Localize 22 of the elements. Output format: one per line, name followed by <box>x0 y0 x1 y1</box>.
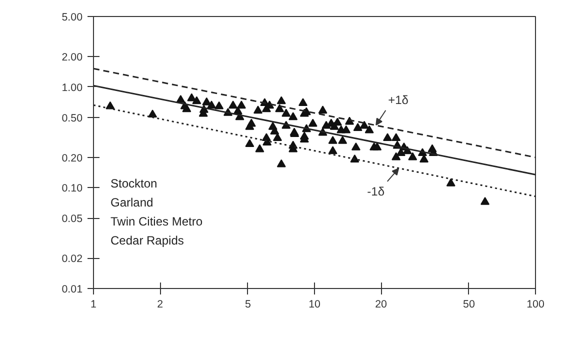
x-tick-label: 100 <box>526 298 544 310</box>
x-tick-label: 10 <box>308 298 320 310</box>
annotation: Stockton <box>110 176 158 190</box>
annotation: Twin Cities Metro <box>110 214 203 228</box>
annotation: +1δ <box>388 92 409 107</box>
annotation: Cedar Rapids <box>110 234 184 248</box>
y-tick-label: 0.10 <box>62 182 83 195</box>
y-tick-label: 0.01 <box>62 284 83 296</box>
y-tick-label: 0.20 <box>62 152 83 164</box>
annotation: Garland <box>110 196 154 210</box>
y-tick-label: 5.00 <box>62 12 83 24</box>
x-tick-label: 50 <box>463 298 475 310</box>
y-tick-label: 2.00 <box>62 52 83 64</box>
y-tick-label: 0.50 <box>62 112 83 124</box>
annotation: -1δ <box>367 184 385 199</box>
x-tick-label: 2 <box>157 298 164 310</box>
y-tick-label: 0.05 <box>62 213 83 226</box>
y-tick-label: 1.00 <box>62 82 83 94</box>
x-tick-label: 5 <box>245 298 252 310</box>
x-tick-label: 1 <box>90 298 97 310</box>
y-tick-label: 0.02 <box>62 253 83 266</box>
x-tick-label: 20 <box>375 298 388 310</box>
